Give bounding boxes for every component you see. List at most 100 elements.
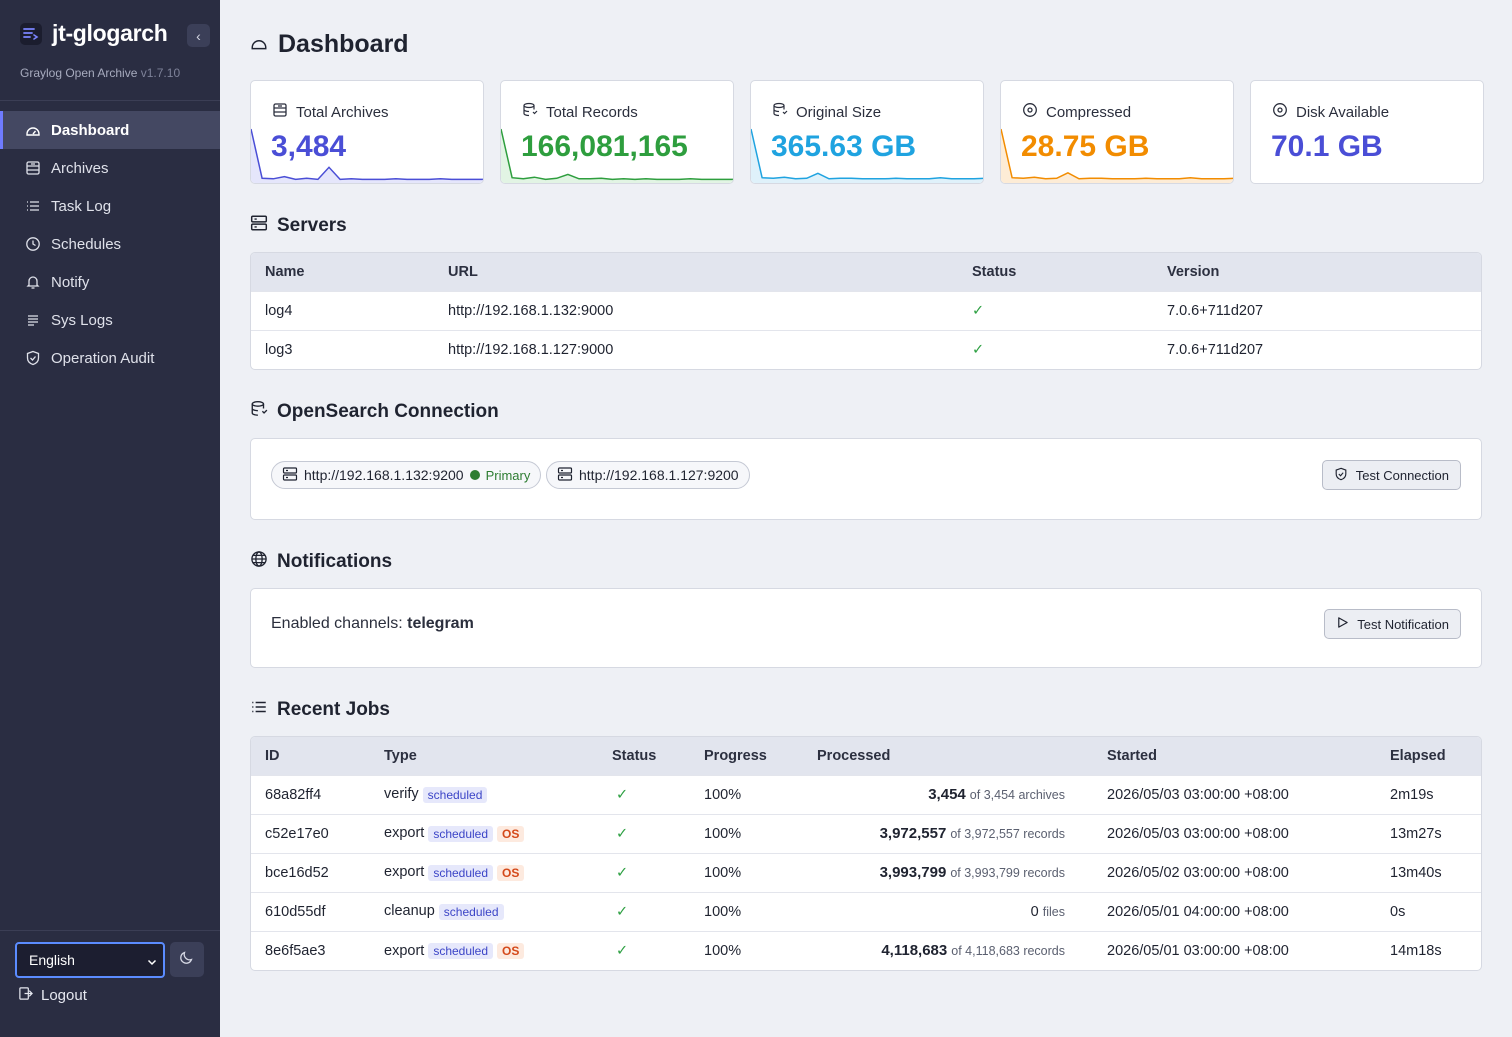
opensearch-title-text: OpenSearch Connection [277, 401, 499, 422]
brand[interactable]: jt-glogarch [20, 20, 168, 47]
sparkline-line [251, 128, 483, 181]
column-header-elapsed[interactable]: Elapsed [1390, 747, 1446, 764]
sidebar-item-archives[interactable]: Archives [0, 149, 220, 187]
language-select[interactable]: English [15, 942, 165, 978]
opensearch-node-chip[interactable]: http://192.168.1.127:9200 [546, 461, 750, 489]
sparkline-area [501, 129, 733, 183]
sidebar-item-notify[interactable]: Notify [0, 263, 220, 301]
column-header-processed[interactable]: Processed [817, 747, 891, 764]
server-name: log4 [251, 290, 434, 330]
processed-count: 0 [1030, 903, 1039, 920]
clock-icon [24, 236, 41, 253]
servers-title-text: Servers [277, 215, 347, 236]
sidebar-item-dashboard[interactable]: Dashboard [0, 111, 220, 149]
dashboard-icon [250, 30, 268, 59]
sidebar-item-label: Archives [51, 159, 109, 177]
stat-label: Total Records [522, 102, 638, 122]
opensearch-card: http://192.168.1.132:9200 Primary http:/… [250, 438, 1482, 520]
table-row[interactable]: log4 http://192.168.1.132:9000 ✓ 7.0.6+7… [251, 290, 1481, 330]
sidebar-item-sys-logs[interactable]: Sys Logs [0, 301, 220, 339]
job-progress: 100% [690, 852, 803, 892]
column-header-version[interactable]: Version [1167, 263, 1220, 280]
table-row[interactable]: 68a82ff4 verify scheduled ✓ 100% 3,454 of 3,4… [251, 774, 1481, 814]
column-header-started[interactable]: Started [1107, 747, 1157, 764]
processed-total: files [1042, 904, 1065, 919]
column-header-id[interactable]: ID [265, 747, 280, 764]
stat-label: Compressed [1022, 102, 1131, 122]
job-progress: 100% [690, 813, 803, 853]
job-processed: 3,972,557 of 3,972,557 records [803, 813, 1093, 853]
job-type-label: export [384, 825, 425, 842]
processed-total: of 3,972,557 records [950, 827, 1065, 841]
stat-card-total-records: Total Records 166,081,165 [500, 80, 734, 184]
check-icon: ✓ [598, 813, 690, 853]
sidebar-item-label: Sys Logs [51, 311, 113, 329]
server-url: http://192.168.1.132:9000 [434, 290, 958, 330]
sidebar-item-schedules[interactable]: Schedules [0, 225, 220, 263]
sparkline-line [501, 128, 733, 181]
table-header-row: ID Type Status Progress Processed Starte… [251, 737, 1481, 775]
logout-icon [18, 986, 33, 1005]
table-row[interactable]: log3 http://192.168.1.127:9000 ✓ 7.0.6+7… [251, 329, 1481, 369]
server-icon [282, 466, 298, 485]
test-notification-button[interactable]: Test Notification [1324, 609, 1461, 639]
sparkline [501, 128, 733, 183]
table-row[interactable]: c52e17e0 export scheduled OS ✓ 100% 3,972,557 … [251, 813, 1481, 853]
test-connection-button[interactable]: Test Connection [1321, 460, 1461, 490]
sidebar-item-label: Dashboard [51, 121, 130, 139]
page-title-text: Dashboard [278, 30, 409, 58]
check-icon: ✓ [598, 852, 690, 892]
sidebar-item-label: Schedules [51, 235, 122, 253]
app-version: v1.7.10 [140, 66, 181, 80]
recent-jobs-section-title: Recent Jobs [250, 698, 390, 722]
job-progress: 100% [690, 774, 803, 814]
sidebar: jt-glogarch ‹ Graylog Open Archive v1.7.… [0, 0, 220, 1037]
job-processed: 0 files [803, 891, 1093, 931]
job-processed: 3,993,799 of 3,993,799 records [803, 852, 1093, 892]
sidebar-item-task-log[interactable]: Task Log [0, 187, 220, 225]
collapse-sidebar-button[interactable]: ‹ [187, 24, 210, 47]
notifications-section-title: Notifications [250, 550, 392, 574]
job-type-label: verify [384, 786, 419, 803]
check-icon: ✓ [598, 774, 690, 814]
column-header-status[interactable]: Status [612, 747, 657, 764]
job-type: export scheduled OS [370, 813, 598, 853]
chevron-left-icon: ‹ [196, 27, 201, 44]
job-processed: 4,118,683 of 4,118,683 records [803, 930, 1093, 970]
list-icon [24, 198, 41, 215]
archive-icon [272, 102, 288, 122]
dashboard-icon [24, 122, 41, 139]
column-header-status[interactable]: Status [972, 263, 1017, 280]
job-elapsed: 2m19s [1376, 774, 1481, 814]
main-content: Dashboard Total Archives 3,484 Total Rec… [220, 0, 1512, 1037]
column-header-type[interactable]: Type [384, 747, 417, 764]
app-subtitle-text: Graylog Open Archive [20, 66, 138, 80]
stat-value: 166,081,165 [521, 130, 688, 163]
column-header-progress[interactable]: Progress [704, 747, 767, 764]
column-header-name[interactable]: Name [265, 263, 305, 280]
sidebar-item-label: Task Log [51, 197, 112, 215]
job-id: 8e6f5ae3 [251, 930, 370, 970]
shield-check-icon [1334, 467, 1348, 484]
stat-label-text: Total Archives [296, 103, 389, 121]
job-type: cleanup scheduled [370, 891, 598, 931]
logout-button[interactable]: Logout [18, 986, 87, 1005]
app-subtitle: Graylog Open Archive v1.7.10 [20, 66, 180, 80]
test-connection-label: Test Connection [1355, 467, 1449, 483]
job-type: verify scheduled [370, 774, 598, 814]
check-icon: ✓ [958, 290, 1153, 330]
job-type-label: export [384, 942, 425, 959]
table-row[interactable]: bce16d52 export scheduled OS ✓ 100% 3,993,799 … [251, 852, 1481, 892]
column-header-url[interactable]: URL [448, 263, 478, 280]
theme-toggle-button[interactable] [170, 942, 204, 977]
os-badge: OS [497, 825, 525, 842]
table-row[interactable]: 610d55df cleanup scheduled ✓ 100% 0 files 2026… [251, 891, 1481, 931]
sidebar-item-operation-audit[interactable]: Operation Audit [0, 339, 220, 377]
bell-icon [24, 274, 41, 291]
job-type-label: cleanup [384, 903, 435, 920]
table-row[interactable]: 8e6f5ae3 export scheduled OS ✓ 100% 4,118,683 … [251, 930, 1481, 970]
job-elapsed: 13m27s [1376, 813, 1481, 853]
stat-label-text: Original Size [796, 103, 882, 121]
language-select-value: English [29, 952, 75, 968]
opensearch-node-chip[interactable]: http://192.168.1.132:9200 Primary [271, 461, 542, 489]
